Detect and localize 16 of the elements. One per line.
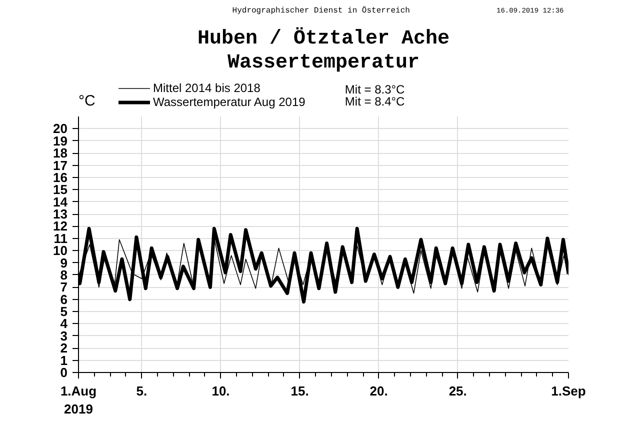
- y-tick-label: 0: [60, 365, 68, 380]
- chart-subtitle: Wassertemperatur: [227, 52, 420, 74]
- x-tick-label: 20.: [370, 384, 388, 398]
- text: Mit = 8.3°C: [344, 82, 406, 96]
- x-tick-label: 15.: [290, 384, 309, 398]
- x-tick-label: 1.Aug 2019: [60, 384, 97, 416]
- text: Hydrographischer Dienst in Österreich: [232, 6, 410, 16]
- chart-title: Huben / Ötztaler Ache: [197, 26, 450, 50]
- x-tick-label: 1.Sep: [551, 384, 586, 398]
- y-axis-title: °C: [78, 92, 96, 110]
- x-tick-label: 5.: [136, 384, 148, 398]
- legend-label: Wassertemperatur Aug 2019: [153, 95, 306, 109]
- x-tick-label: 25.: [448, 384, 467, 398]
- legend-label: Mittel 2014 bis 2018: [153, 81, 260, 95]
- x-tick-label: 10.: [212, 384, 230, 398]
- text: Mit = 8.4°C: [344, 94, 406, 108]
